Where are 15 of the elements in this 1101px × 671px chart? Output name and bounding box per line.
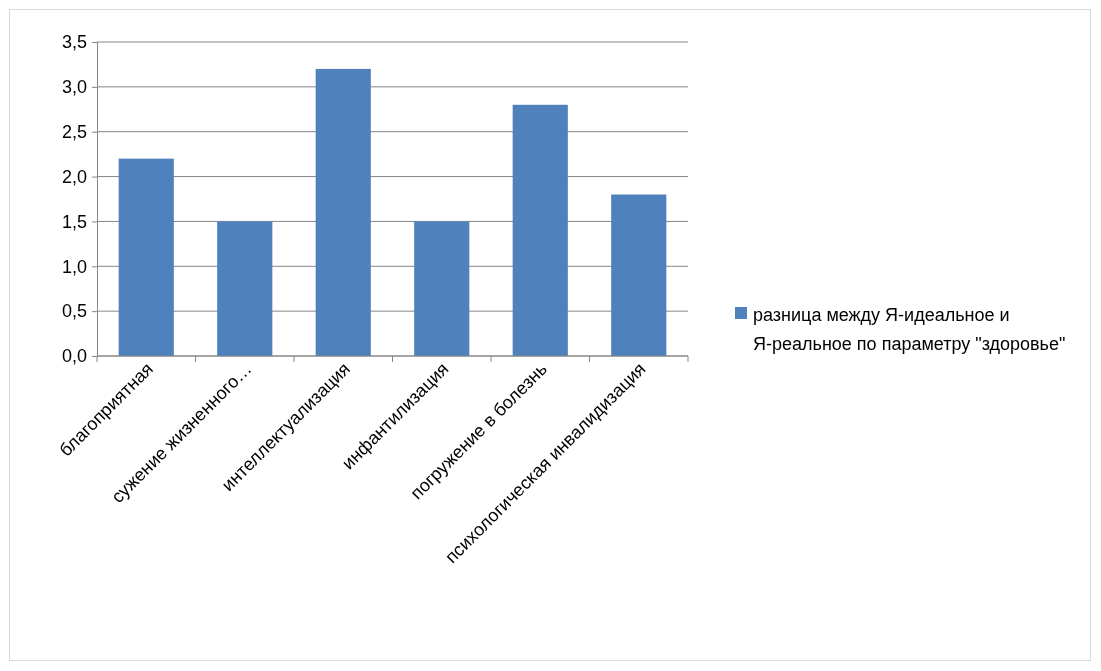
bar xyxy=(512,104,568,356)
bar xyxy=(118,158,174,356)
bar xyxy=(315,68,371,356)
y-tick-label: 2,5 xyxy=(61,121,87,142)
y-tick-label: 1,5 xyxy=(61,211,87,232)
y-tick-label: 0,5 xyxy=(61,301,87,322)
bar xyxy=(414,221,470,356)
y-tick-label: 1,0 xyxy=(61,256,87,277)
y-tick-label: 2,0 xyxy=(61,166,87,187)
y-tick-label: 3,5 xyxy=(61,32,87,53)
bar xyxy=(217,221,273,356)
bar xyxy=(611,194,667,356)
y-tick-label: 0,0 xyxy=(61,346,87,367)
legend-label: разница между Я-идеальное и Я-реальное по параметру "здоровье" xyxy=(753,305,1066,354)
y-tick-label: 3,0 xyxy=(61,77,87,98)
